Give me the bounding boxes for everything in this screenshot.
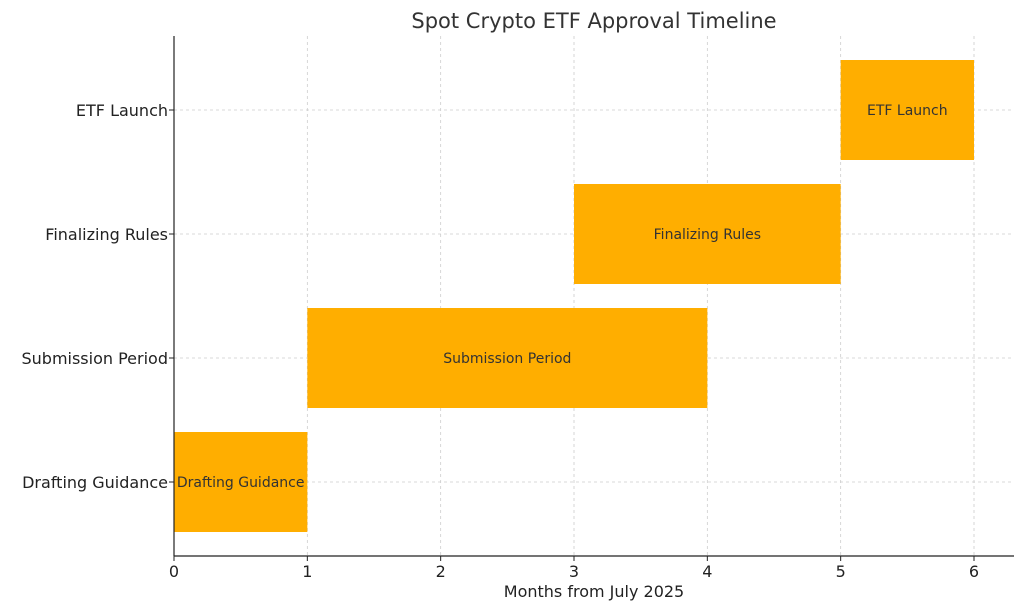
y-tick-label: Submission Period: [21, 349, 168, 368]
chart-title: Spot Crypto ETF Approval Timeline: [411, 9, 776, 33]
x-tick-label: 2: [436, 562, 446, 581]
y-tick-label: Drafting Guidance: [22, 473, 168, 492]
gantt-bar: [174, 432, 308, 532]
x-tick-label: 4: [702, 562, 712, 581]
bars: Drafting Guidance Submission Period Finali…: [174, 60, 974, 532]
gantt-bar: [307, 308, 708, 408]
gantt-bar: [840, 60, 974, 160]
gantt-bar: [574, 184, 841, 284]
axes: 0 1 2 3 4 5 6 Drafting Guidance Submission Perio…: [21, 36, 1014, 581]
y-tick-label: ETF Launch: [76, 101, 168, 120]
bar-label: Finalizing Rules: [654, 227, 761, 243]
x-tick-label: 0: [169, 562, 179, 581]
y-tick-label: Finalizing Rules: [45, 225, 168, 244]
bar-label: Submission Period: [443, 351, 571, 367]
x-axis-label: Months from July 2025: [504, 582, 684, 601]
x-tick-label: 5: [836, 562, 846, 581]
bar-label: Drafting Guidance: [177, 475, 305, 491]
bar-label: ETF Launch: [867, 103, 948, 119]
x-tick-label: 6: [969, 562, 979, 581]
x-tick-label: 3: [569, 562, 579, 581]
x-tick-label: 1: [302, 562, 312, 581]
